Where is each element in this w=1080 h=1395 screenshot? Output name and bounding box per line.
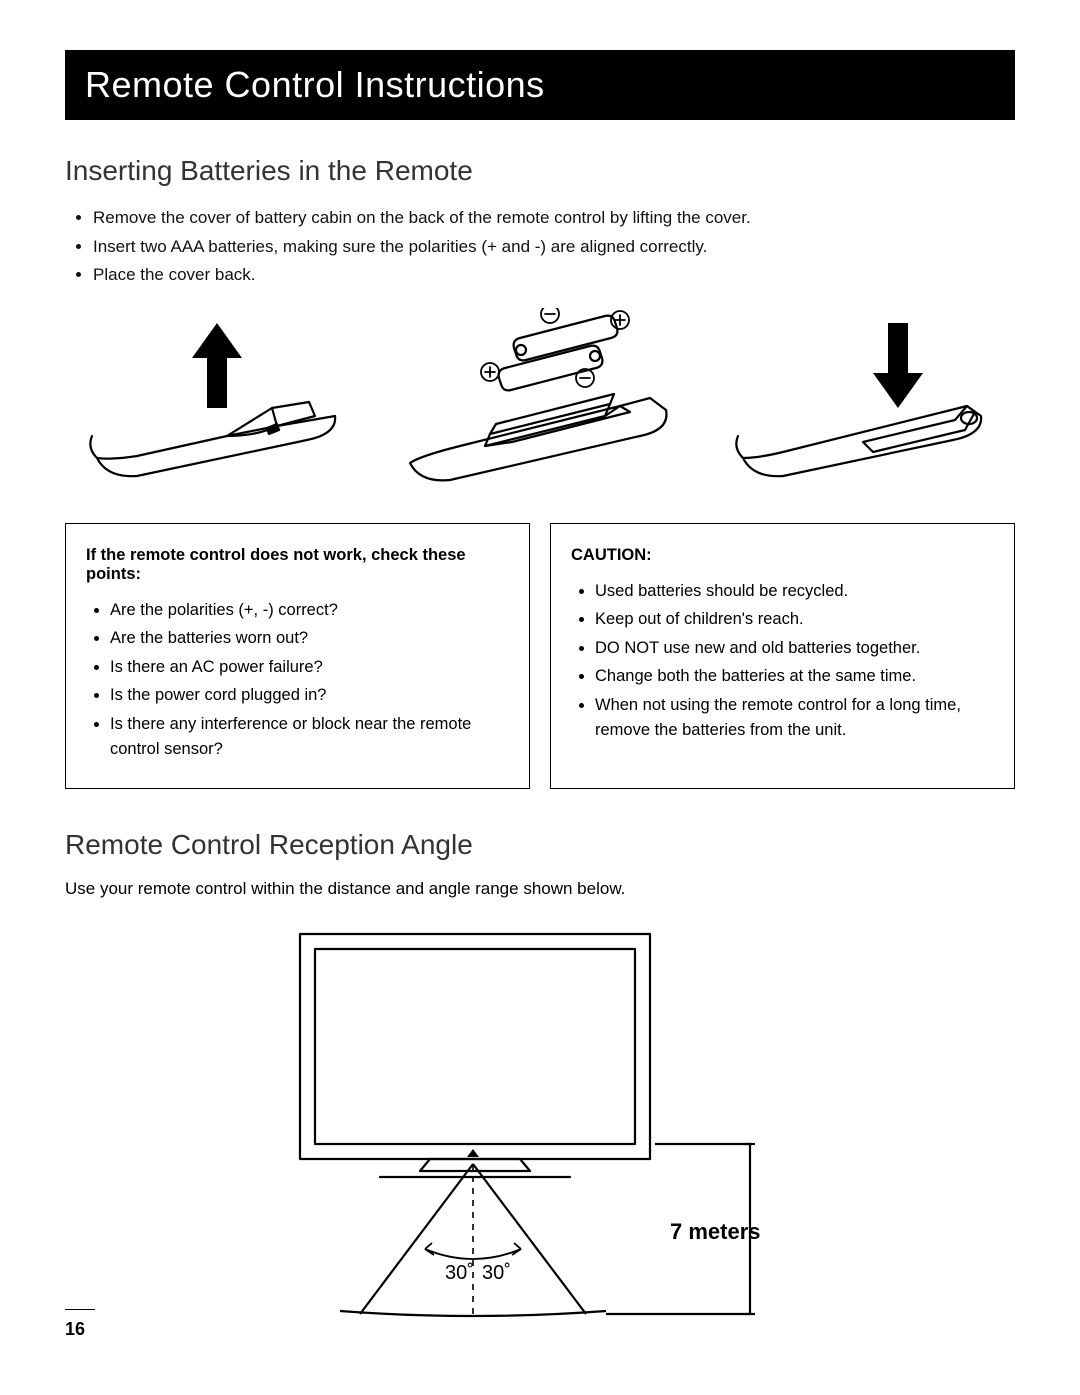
remove-cover-icon: [77, 308, 357, 498]
troubleshoot-list: Are the polarities (+, -) correct? Are t…: [86, 598, 509, 763]
list-item: Is there an AC power failure?: [110, 655, 509, 681]
manual-page: Remote Control Instructions Inserting Ba…: [0, 0, 1080, 1395]
header-title: Remote Control Instructions: [85, 64, 545, 105]
list-item: Are the polarities (+, -) correct?: [110, 598, 509, 624]
page-number: 16: [65, 1319, 85, 1340]
angle-right-label: 30˚: [482, 1262, 511, 1284]
diagram-insert-batteries: [388, 308, 691, 498]
replace-cover-icon: [723, 308, 1003, 498]
diagram-remove-cover: [65, 308, 368, 498]
list-item: Keep out of children's reach.: [595, 607, 994, 633]
reception-angle-icon: 30˚ 30˚ 7 meters: [260, 919, 820, 1319]
list-item: Remove the cover of battery cabin on the…: [93, 205, 1015, 231]
list-item: Place the cover back.: [93, 262, 1015, 288]
reception-description: Use your remote control within the dista…: [65, 879, 1015, 899]
list-item: Is there any interference or block near …: [110, 712, 509, 763]
troubleshoot-box: If the remote control does not work, che…: [65, 523, 530, 789]
list-item: Used batteries should be recycled.: [595, 579, 994, 605]
page-header: Remote Control Instructions: [65, 50, 1015, 120]
battery-diagram-row: [65, 308, 1015, 498]
insert-batteries-icon: [390, 308, 690, 498]
list-item: Change both the batteries at the same ti…: [595, 664, 994, 690]
caution-title: CAUTION:: [571, 546, 994, 565]
info-boxes-row: If the remote control does not work, che…: [65, 523, 1015, 789]
diagram-replace-cover: [712, 308, 1015, 498]
section-inserting-title: Inserting Batteries in the Remote: [65, 155, 1015, 187]
angle-left-label: 30˚: [445, 1262, 474, 1284]
page-number-rule: [65, 1309, 95, 1310]
troubleshoot-title: If the remote control does not work, che…: [86, 546, 509, 584]
list-item: Are the batteries worn out?: [110, 626, 509, 652]
distance-label: 7 meters: [670, 1219, 761, 1244]
list-item: Is the power cord plugged in?: [110, 683, 509, 709]
caution-list: Used batteries should be recycled. Keep …: [571, 579, 994, 744]
list-item: Insert two AAA batteries, making sure th…: [93, 234, 1015, 260]
list-item: When not using the remote control for a …: [595, 693, 994, 744]
section-reception-title: Remote Control Reception Angle: [65, 829, 1015, 861]
battery-steps-list: Remove the cover of battery cabin on the…: [65, 205, 1015, 288]
reception-diagram: 30˚ 30˚ 7 meters: [65, 919, 1015, 1319]
list-item: DO NOT use new and old batteries togethe…: [595, 636, 994, 662]
caution-box: CAUTION: Used batteries should be recycl…: [550, 523, 1015, 789]
